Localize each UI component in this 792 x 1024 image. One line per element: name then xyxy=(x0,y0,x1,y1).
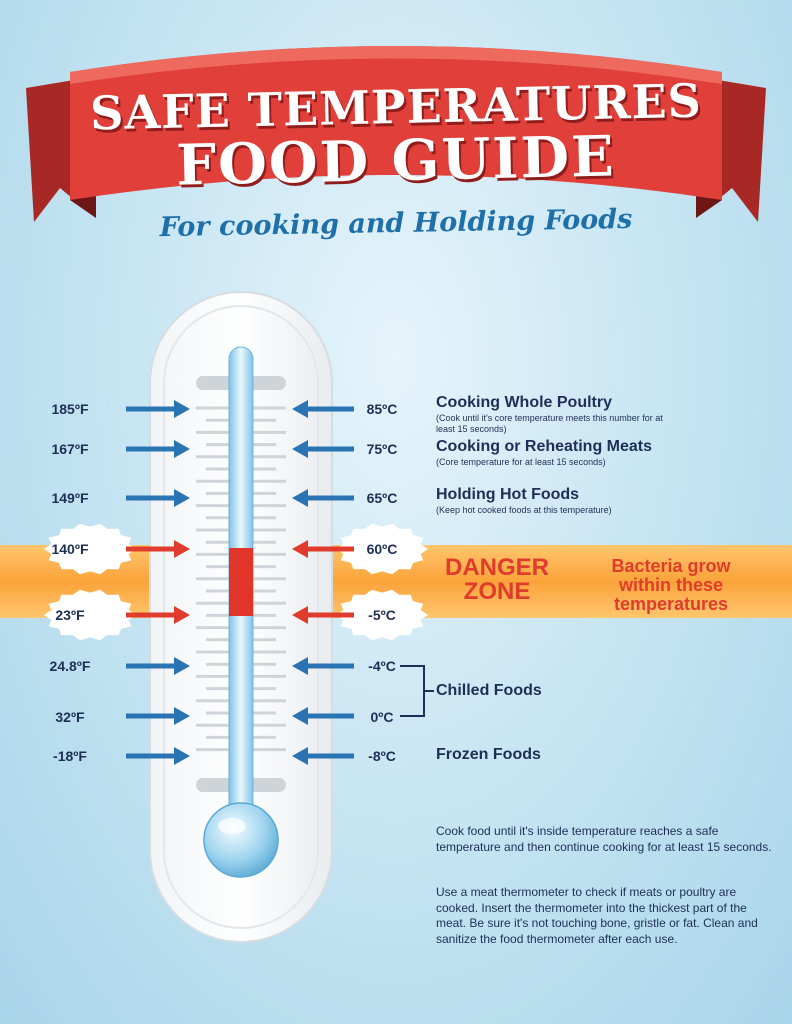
instruction-paragraph: Cook food until it's inside temperature … xyxy=(436,824,772,854)
fahrenheit-label: 23ºF xyxy=(55,607,85,623)
celsius-label: 60ºC xyxy=(366,541,398,557)
celsius-label: -4ºC xyxy=(368,658,396,674)
arrow-icon xyxy=(126,707,190,725)
arrow-icon xyxy=(126,400,190,418)
desc-title: Cooking Whole Poultry xyxy=(436,394,612,411)
arrow-icon xyxy=(292,606,354,624)
chilled-bracket-icon xyxy=(400,665,434,717)
celsius-label: -8ºC xyxy=(368,748,396,764)
starburst-icon xyxy=(336,589,428,641)
fahrenheit-label: 140ºF xyxy=(51,541,89,557)
ribbon-banner xyxy=(26,46,766,222)
arrow-icon xyxy=(126,747,190,765)
arrow-icon xyxy=(292,707,354,725)
desc-title: Cooking or Reheating Meats xyxy=(436,438,653,455)
frozen-foods-label: Frozen Foods xyxy=(436,746,541,763)
starburst-icon xyxy=(336,523,428,575)
fahrenheit-label: 149ºF xyxy=(51,490,89,506)
desc-note: (Keep hot cooked foods at this temperatu… xyxy=(436,505,612,515)
desc-title: Holding Hot Foods xyxy=(436,486,580,503)
celsius-label: 0ºC xyxy=(370,709,394,725)
desc-note: (Cook until it's core temperature meets … xyxy=(436,413,663,434)
arrows xyxy=(126,400,354,765)
danger-title-line-2: ZONE xyxy=(463,578,531,605)
danger-title-line-1: DANGER xyxy=(444,554,549,581)
arrow-icon xyxy=(126,657,190,675)
arrow-icon xyxy=(126,540,190,558)
fahrenheit-label: 24.8ºF xyxy=(49,658,91,674)
chilled-foods-label: Chilled Foods xyxy=(436,682,542,699)
celsius-label: -5ºC xyxy=(368,607,396,623)
starburst-icon xyxy=(44,523,136,575)
danger-zone-note: Bacteria grow within these temperatures xyxy=(611,556,731,614)
celsius-label: 75ºC xyxy=(366,441,398,457)
ribbon-highlight xyxy=(70,46,722,84)
celsius-label: 85ºC xyxy=(366,401,398,417)
arrow-icon xyxy=(292,400,354,418)
starburst-icon xyxy=(44,589,136,641)
fahrenheit-label: -18ºF xyxy=(53,748,87,764)
instruction-paragraph: Use a meat thermometer to check if meats… xyxy=(436,885,758,946)
fahrenheit-label: 167ºF xyxy=(51,441,89,457)
arrow-icon xyxy=(292,489,354,507)
starbursts xyxy=(44,523,428,641)
ribbon-main xyxy=(70,46,722,200)
bulb-shine xyxy=(218,818,246,834)
arrow-icon xyxy=(292,540,354,558)
arrow-icon xyxy=(126,489,190,507)
danger-fill xyxy=(229,548,253,616)
celsius-label: 65ºC xyxy=(366,490,398,506)
tick-marks xyxy=(196,406,286,752)
arrow-icon xyxy=(126,606,190,624)
arrow-icon xyxy=(292,440,354,458)
fahrenheit-label: 32ºF xyxy=(55,709,85,725)
arrow-icon xyxy=(292,747,354,765)
arrow-icon xyxy=(292,657,354,675)
fahrenheit-label: 185ºF xyxy=(51,401,89,417)
danger-zone-title: DANGER ZONE xyxy=(432,556,562,604)
arrow-icon xyxy=(126,440,190,458)
desc-note: (Core temperature for at least 15 second… xyxy=(436,457,606,467)
thermometer-bulb xyxy=(203,802,279,878)
